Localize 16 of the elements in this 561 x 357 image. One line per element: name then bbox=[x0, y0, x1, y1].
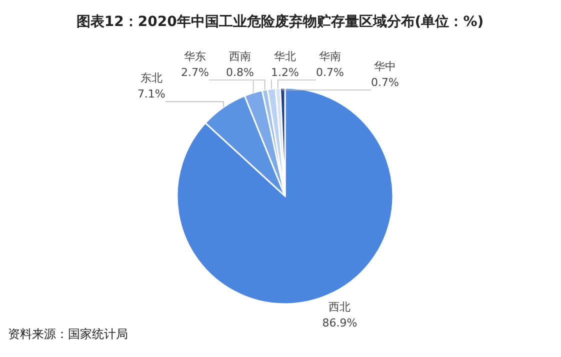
data-label: 1.2% bbox=[271, 66, 299, 79]
data-label: 0.8% bbox=[226, 66, 254, 79]
slice-label: 东北 bbox=[140, 72, 162, 85]
slice-label: 华中 bbox=[374, 60, 396, 73]
slice-label: 西北 bbox=[328, 300, 351, 314]
data-label: 0.7% bbox=[371, 76, 399, 89]
slice-label: 华北 bbox=[274, 50, 296, 63]
text: 资料来源：国家统计局 bbox=[8, 327, 128, 341]
slice-label: 华东 bbox=[184, 50, 206, 63]
data-label: 0.7% bbox=[316, 66, 344, 79]
slice-label: 西南 bbox=[229, 50, 251, 63]
chart-title: 图表12：2020年中国工业危险废弃物贮存量区域分布(单位：%) bbox=[76, 13, 484, 30]
slice-label: 华南 bbox=[319, 50, 341, 63]
data-label: 2.7% bbox=[181, 66, 209, 79]
data-label: 86.9% bbox=[322, 316, 358, 330]
data-label: 7.1% bbox=[137, 88, 166, 101]
